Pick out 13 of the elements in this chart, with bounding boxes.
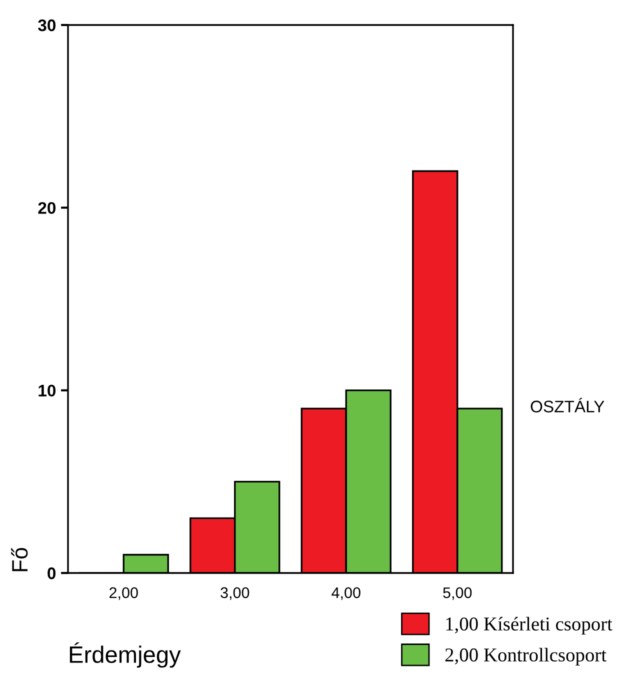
x-tick-label: 5,00	[443, 587, 472, 600]
x-axis-title: Érdemjegy	[70, 642, 181, 668]
x-tick-label: 3,00	[220, 587, 250, 600]
legend-label: 1,00 Kísérleti csoport	[446, 616, 612, 635]
x-tick-label: 2,00	[110, 587, 138, 600]
y-tick-label: 0	[48, 567, 56, 580]
y-tick-label: 10	[38, 384, 56, 397]
legend-title: OSZTÁLY	[530, 398, 604, 412]
x-tick-label: 4,00	[332, 587, 360, 600]
y-tick-label: 20	[38, 202, 56, 214]
y-axis-title: Fő	[11, 548, 28, 572]
legend-label: 2,00 Kontrollcsoport	[445, 648, 606, 666]
y-tick-label: 30	[38, 19, 56, 32]
